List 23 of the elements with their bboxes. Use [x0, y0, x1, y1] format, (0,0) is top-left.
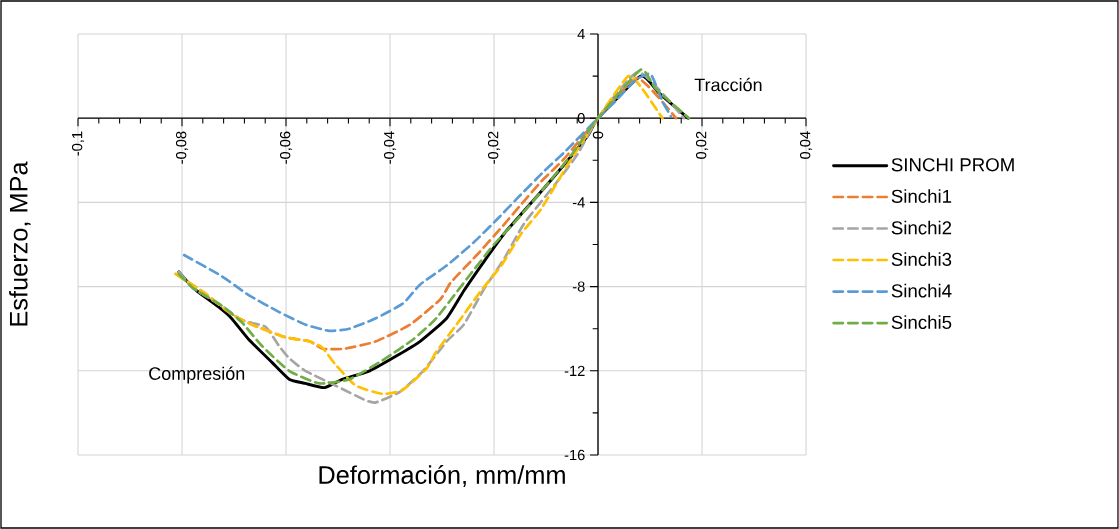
x-tick-label: 0,04	[799, 131, 813, 159]
legend-label: Sinchi5	[891, 315, 952, 330]
y-tick-label: 4	[577, 28, 585, 40]
legend-label: Sinchi4	[891, 283, 952, 298]
x-tick-label: -0,06	[279, 131, 293, 164]
y-tick-label: -12	[564, 365, 585, 376]
y-tick-label: -16	[564, 449, 585, 461]
annotation: Tracción	[694, 77, 762, 92]
legend-label: SINCHI PROM	[891, 158, 1014, 172]
legend-label: Sinchi1	[891, 189, 952, 203]
y-tick-label: -8	[572, 281, 585, 292]
annotation: Compresión	[149, 366, 245, 384]
x-tick-label: -0,08	[175, 131, 189, 164]
x-axis-title: Deformación, mm/mm	[319, 465, 565, 487]
y-tick-label: -4	[572, 197, 585, 208]
legend-label: Sinchi2	[891, 220, 952, 235]
legend-label: Sinchi3	[891, 252, 952, 266]
x-tick-label: 0,02	[695, 131, 709, 159]
x-tick-label: -0,04	[383, 131, 397, 164]
x-tick-label: -0,1	[71, 131, 85, 156]
x-tick-label: 0	[592, 131, 604, 139]
x-tick-label: -0,02	[487, 131, 501, 164]
y-axis-title: Esfuerzo, MPa	[9, 161, 31, 326]
